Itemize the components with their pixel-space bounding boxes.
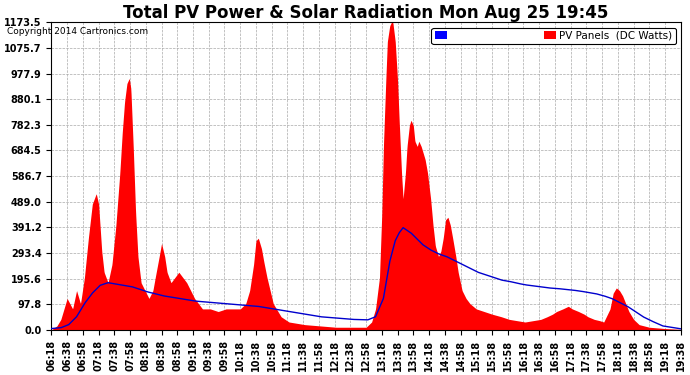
Title: Total PV Power & Solar Radiation Mon Aug 25 19:45: Total PV Power & Solar Radiation Mon Aug… xyxy=(124,4,609,22)
Text: Copyright 2014 Cartronics.com: Copyright 2014 Cartronics.com xyxy=(7,27,148,36)
Legend: Radiation (w/m2), PV Panels  (DC Watts): Radiation (w/m2), PV Panels (DC Watts) xyxy=(431,27,676,44)
